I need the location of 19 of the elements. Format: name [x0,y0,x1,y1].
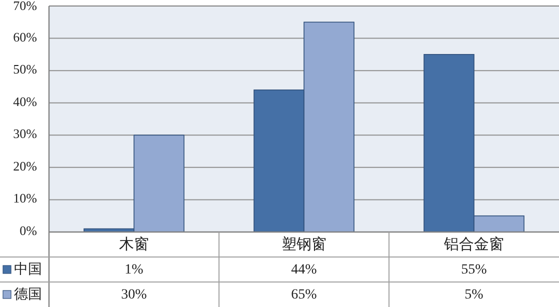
data-label: 30% [121,288,148,303]
x-tick-label: 木窗 [119,236,149,253]
y-tick-label: 0% [20,222,38,238]
y-tick-label: 20% [13,158,38,174]
y-tick-label: 30% [13,126,38,142]
x-tick-label: 铝合金窗 [443,236,504,253]
y-tick-label: 40% [13,94,38,109]
y-tick-label: 60% [13,29,38,44]
y-tick-label: 10% [13,190,38,206]
x-tick-label: 塑钢窗 [282,236,326,253]
data-label: 1% [124,262,144,278]
data-label: 55% [461,262,488,278]
data-label: 5% [464,288,484,303]
y-tick-label: 50% [13,62,38,77]
legend-label: 中国 [14,262,42,278]
y-tick-label: 70% [13,0,38,13]
data-label: 65% [291,288,318,303]
legend-label: 德国 [14,286,42,303]
data-label: 44% [291,262,318,278]
